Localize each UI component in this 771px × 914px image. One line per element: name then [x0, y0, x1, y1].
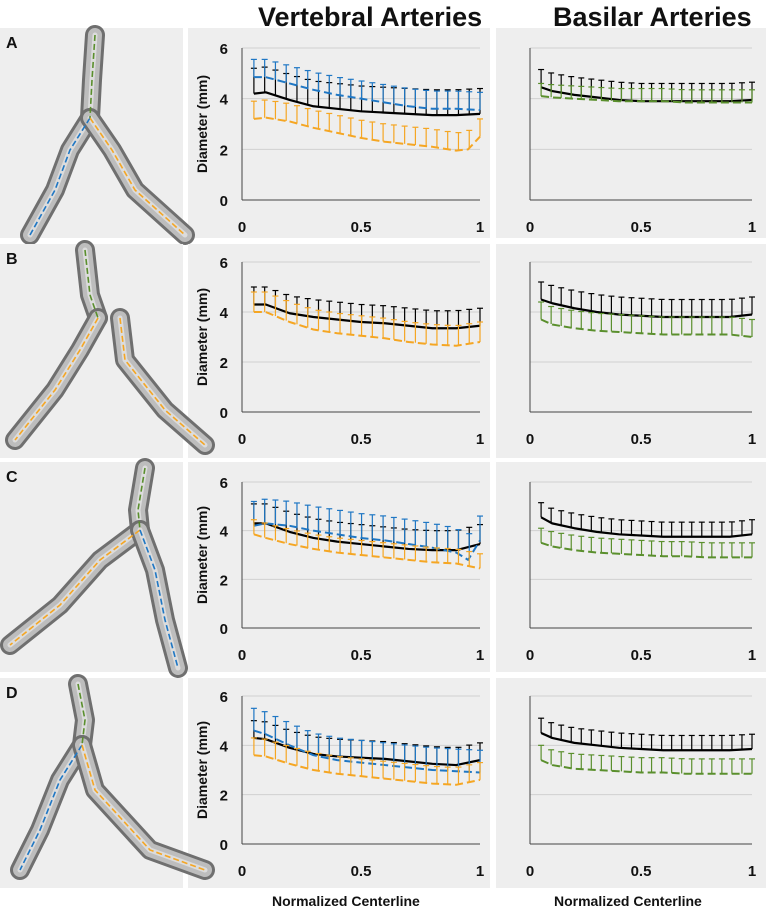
panel-letter: A	[6, 35, 18, 52]
y-tick-label: 0	[220, 405, 228, 422]
series-line	[540, 95, 752, 104]
series-basilar	[538, 744, 755, 775]
x-tick-label: 1	[748, 863, 756, 880]
basilar-chart-B: 0 0.5 1	[526, 261, 756, 448]
basilar-chart-A: 0 0.5 1	[526, 47, 756, 236]
x-tick-label: 0.5	[351, 219, 372, 236]
artery-3d-render	[20, 25, 195, 245]
panel-letter: C	[6, 469, 18, 486]
y-tick-label: 4	[220, 305, 229, 322]
x-tick-label: 0	[526, 431, 534, 448]
y-axis-label: Diameter (mm)	[194, 721, 210, 819]
basilar-plot-background	[496, 244, 766, 458]
y-tick-label: 2	[220, 788, 228, 805]
y-tick-label: 4	[220, 92, 229, 109]
x-axis-label-basilar: Normalized Centerline	[554, 893, 702, 909]
basilar-plot-background	[496, 678, 766, 888]
x-tick-label: 0.5	[631, 219, 652, 236]
series-mean	[538, 717, 755, 752]
x-tick-label: 0	[526, 863, 534, 880]
panel-letter: D	[6, 685, 18, 702]
y-tick-label: 2	[220, 142, 228, 159]
y-tick-label: 2	[220, 355, 228, 372]
y-tick-label: 0	[220, 193, 228, 210]
series-right-vertebral	[250, 291, 483, 347]
series-mean	[538, 502, 755, 538]
series-right-vertebral	[250, 519, 483, 570]
panel-letter: B	[6, 251, 18, 268]
series-basilar	[538, 301, 755, 338]
y-tick-label: 6	[220, 255, 228, 272]
series-line	[540, 541, 752, 559]
vertebral-plot-background	[188, 462, 490, 672]
x-tick-label: 1	[476, 431, 484, 448]
artery-3d-render	[5, 240, 215, 455]
y-tick-label: 6	[220, 689, 228, 706]
x-tick-label: 0.5	[631, 431, 652, 448]
series-line	[540, 731, 753, 752]
x-tick-label: 1	[748, 219, 756, 236]
series-line	[540, 516, 753, 538]
vertebral-chart-B: 0 2 4 6 0 0.5 1 Diameter (mm)	[194, 255, 484, 448]
vertebral-chart-D: 0 2 4 6 0 0.5 1 Diameter (mm)	[194, 689, 484, 880]
series-line	[253, 754, 481, 786]
y-tick-label: 0	[220, 621, 228, 638]
y-tick-label: 0	[220, 837, 228, 854]
basilar-plot-background	[496, 28, 766, 238]
x-tick-label: 0	[238, 219, 246, 236]
series-line	[253, 116, 481, 152]
x-tick-label: 0	[238, 863, 246, 880]
y-tick-label: 6	[220, 475, 228, 492]
series-line	[253, 533, 481, 570]
vertebral-plot-background	[188, 244, 490, 458]
basilar-chart-D: 0 0.5 1	[526, 695, 756, 880]
x-tick-label: 0	[526, 219, 534, 236]
y-tick-label: 4	[220, 524, 229, 541]
artery-3d-render	[10, 674, 215, 880]
series-line	[540, 759, 752, 775]
vertebral-column-title: Vertebral Arteries	[258, 2, 483, 32]
x-tick-label: 1	[476, 647, 484, 664]
y-tick-label: 4	[220, 738, 229, 755]
series-basilar	[538, 82, 755, 104]
y-tick-label: 2	[220, 572, 228, 589]
series-right-vertebral	[250, 737, 483, 786]
x-axis-label-vertebral: Normalized Centerline	[272, 893, 420, 909]
series-line	[540, 318, 753, 338]
x-tick-label: 1	[476, 219, 484, 236]
x-tick-label: 0.5	[351, 431, 372, 448]
basilar-chart-C: 0 0.5 1	[526, 481, 756, 664]
y-tick-label: 6	[220, 41, 228, 58]
vertebral-chart-C: 0 2 4 6 0 0.5 1 Diameter (mm)	[194, 475, 484, 664]
y-axis-label: Diameter (mm)	[194, 75, 210, 173]
x-tick-label: 0	[238, 431, 246, 448]
y-axis-label: Diameter (mm)	[194, 288, 210, 386]
x-tick-label: 0.5	[351, 863, 372, 880]
basilar-plot-background	[496, 462, 766, 672]
x-tick-label: 0.5	[351, 647, 372, 664]
series-right-vertebral	[250, 99, 483, 152]
artery-3d-render	[0, 458, 188, 678]
series-line	[253, 311, 481, 347]
y-axis-label: Diameter (mm)	[194, 506, 210, 604]
x-tick-label: 1	[748, 431, 756, 448]
basilar-column-title: Basilar Arteries	[553, 2, 752, 32]
vertebral-chart-A: 0 2 4 6 0 0.5 1 Diameter (mm)	[194, 41, 484, 236]
x-tick-label: 0.5	[631, 863, 652, 880]
x-tick-label: 1	[476, 863, 484, 880]
vertebral-plot-background	[188, 678, 490, 888]
series-basilar	[538, 527, 755, 559]
x-tick-label: 0	[526, 647, 534, 664]
series-line	[253, 76, 481, 112]
series-left-vertebral	[250, 58, 483, 112]
x-tick-label: 0	[238, 647, 246, 664]
x-tick-label: 1	[748, 647, 756, 664]
x-tick-label: 0.5	[631, 647, 652, 664]
series-line	[253, 91, 481, 117]
